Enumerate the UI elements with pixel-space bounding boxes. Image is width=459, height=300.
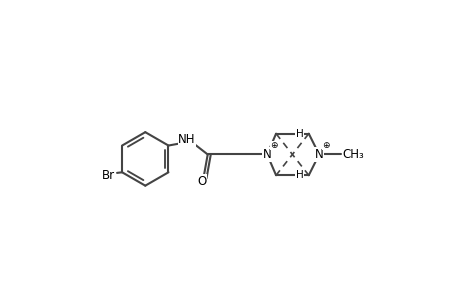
- Text: H: H: [295, 129, 303, 139]
- Text: CH₃: CH₃: [341, 148, 364, 161]
- Text: NH: NH: [178, 133, 195, 146]
- Text: Br: Br: [101, 169, 114, 182]
- Text: N: N: [262, 148, 271, 161]
- Text: H: H: [295, 170, 303, 180]
- Text: O: O: [197, 175, 206, 188]
- Text: ⊕: ⊕: [269, 141, 277, 150]
- Text: ⊕: ⊕: [321, 141, 329, 150]
- Text: N: N: [314, 148, 323, 161]
